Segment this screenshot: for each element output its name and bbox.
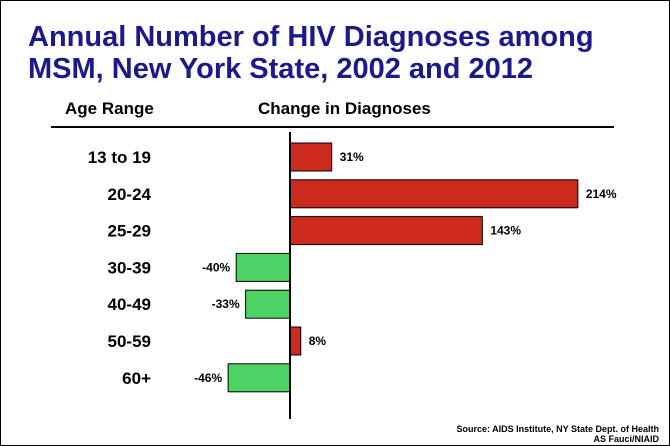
bar [289, 216, 483, 246]
value-label: 143% [490, 224, 521, 238]
credit-text: AS Fauci/NIAID [593, 434, 659, 444]
bar [289, 326, 302, 356]
bar [235, 252, 291, 282]
bar [289, 142, 333, 172]
bar [245, 289, 291, 319]
category-label: 40-49 [108, 295, 151, 314]
value-label: 8% [309, 334, 327, 348]
source-note: Source: AIDS Institute, NY State Dept. o… [456, 424, 659, 444]
bar [289, 179, 579, 209]
source-text: Source: AIDS Institute, NY State Dept. o… [456, 424, 659, 434]
category-label: 50-59 [108, 332, 151, 351]
bar [227, 363, 291, 393]
category-label: 13 to 19 [88, 148, 151, 167]
age-range-header: Age Range [65, 99, 154, 118]
category-label: 20-24 [108, 185, 152, 204]
value-label: 214% [586, 187, 617, 201]
change-header: Change in Diagnoses [258, 99, 431, 118]
header-rule [51, 126, 614, 128]
value-label: -40% [202, 260, 230, 274]
category-label: 60+ [122, 369, 151, 388]
value-label: -46% [194, 371, 222, 385]
value-label: 31% [340, 150, 364, 164]
value-label: -33% [212, 297, 240, 311]
category-label: 25-29 [108, 222, 151, 241]
chart-title: Annual Number of HIV Diagnoses among MSM… [28, 21, 594, 85]
category-label: 30-39 [108, 258, 151, 277]
